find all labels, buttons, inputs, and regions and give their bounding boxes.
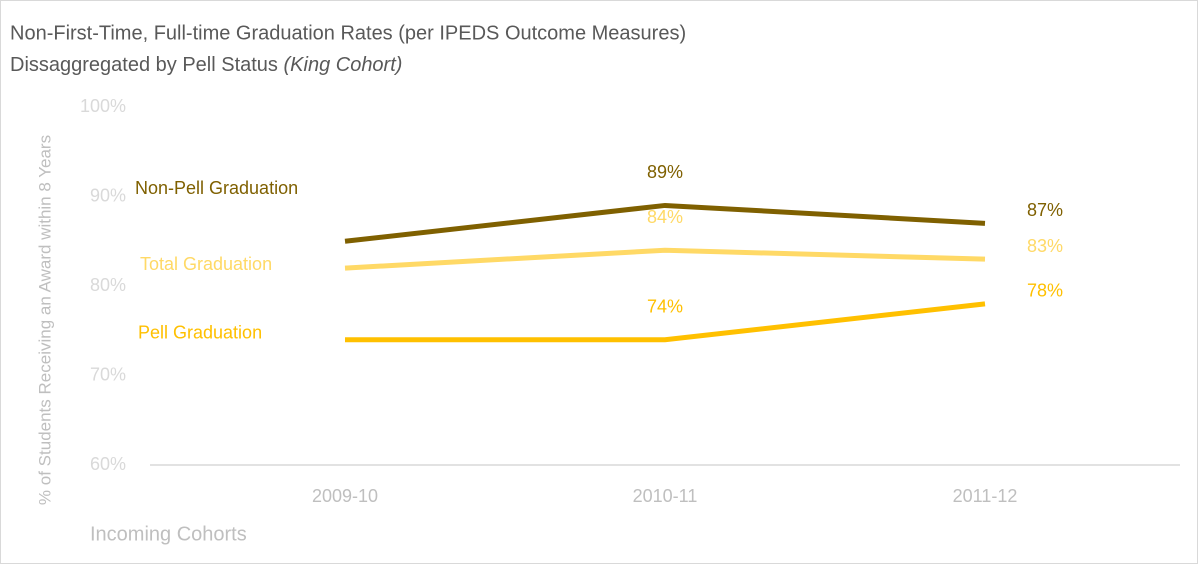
y-tick-label: 100% [80,96,126,116]
subtitle-text: Dissaggregated by Pell Status [10,54,278,76]
x-tick-label: 2010-11 [633,486,698,506]
x-tick-label: 2011-12 [953,486,1018,506]
series-line [345,301,986,343]
data-label: 89% [647,162,683,182]
data-label: 78% [1027,281,1063,301]
y-axis-label: % of Students Receiving an Award within … [35,135,54,505]
x-tick-label: 2009-10 [312,486,378,506]
series-label: Non-Pell Graduation [135,178,298,198]
series-label: Pell Graduation [138,322,262,342]
data-label: 84% [647,207,683,227]
y-tick-label: 70% [90,364,126,384]
data-label: 87% [1027,200,1063,220]
chart-subtitle: Dissaggregated by Pell Status (King Coho… [10,54,402,76]
series-label: Total Graduation [140,254,272,274]
y-tick-label: 90% [90,185,126,205]
data-label: 74% [647,296,683,316]
series-line [344,202,986,244]
series-line [344,247,986,271]
y-tick-label: 80% [90,275,126,295]
x-axis-label: Incoming Cohorts [90,523,247,545]
data-label: 83% [1027,236,1063,256]
subtitle-note: (King Cohort) [284,54,403,76]
y-tick-label: 60% [90,454,126,474]
chart-title: Non-First-Time, Full-time Graduation Rat… [10,22,686,44]
